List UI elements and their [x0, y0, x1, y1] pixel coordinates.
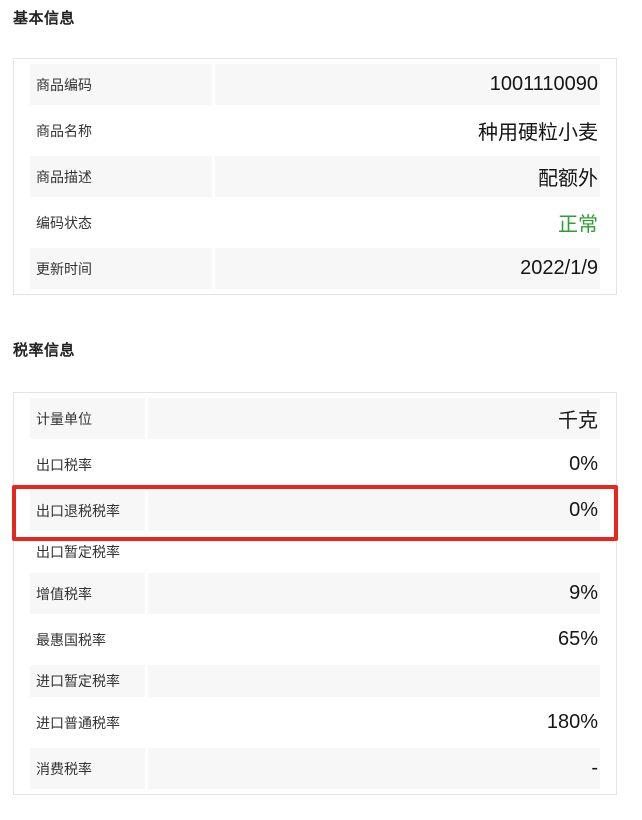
- field-value-export-rebate-rate: 0%: [148, 490, 600, 531]
- field-value-export-rate: 0%: [569, 453, 598, 475]
- field-label-export-interim-rate: 出口暂定税率: [36, 544, 120, 560]
- field-label-import-general-rate: 进口普通税率: [36, 714, 120, 731]
- field-label-update-time: 更新时间: [30, 248, 212, 289]
- table-row-highlighted: 出口退税税率 0%: [30, 490, 600, 531]
- field-value-export-interim-rate: [148, 536, 600, 568]
- basic-info-table: 商品编码 1001110090 商品名称 种用硬粒小麦 商品描述 配额外 编码状…: [27, 59, 603, 294]
- field-label-import-interim-rate: 进口暂定税率: [30, 665, 145, 697]
- table-row: 计量单位 千克: [30, 398, 600, 439]
- table-row: 更新时间 2022/1/9: [30, 248, 600, 289]
- field-value-mfn-rate: 65%: [557, 628, 598, 650]
- section-title-basic-info: 基本信息: [13, 10, 76, 27]
- basic-info-card: 商品编码 1001110090 商品名称 种用硬粒小麦 商品描述 配额外 编码状…: [13, 58, 617, 295]
- field-label-mfn-rate: 最惠国税率: [36, 631, 106, 648]
- table-row: 进口普通税率 180%: [30, 702, 600, 743]
- field-label-product-code: 商品编码: [30, 64, 212, 105]
- tax-info-table: 计量单位 千克 出口税率 0% 出口退税税率 0% 出口暂定税率 增值税率: [27, 393, 603, 794]
- field-value-update-time: 2022/1/9: [215, 248, 600, 289]
- table-row: 商品名称 种用硬粒小麦: [30, 110, 600, 151]
- field-label-code-status: 编码状态: [36, 214, 92, 231]
- field-value-product-desc: 配额外: [215, 156, 600, 197]
- table-row: 最惠国税率 65%: [30, 619, 600, 660]
- field-label-export-rate: 出口税率: [36, 456, 92, 473]
- field-label-product-name: 商品名称: [36, 122, 92, 139]
- field-label-vat-rate: 增值税率: [30, 573, 145, 614]
- tax-info-card: 计量单位 千克 出口税率 0% 出口退税税率 0% 出口暂定税率 增值税率: [12, 392, 618, 795]
- field-label-unit: 计量单位: [30, 398, 145, 439]
- field-value-unit: 千克: [148, 398, 600, 439]
- field-value-product-code: 1001110090: [215, 64, 600, 105]
- field-label-product-desc: 商品描述: [30, 156, 212, 197]
- section-title-tax-info: 税率信息: [13, 342, 76, 359]
- field-value-vat-rate: 9%: [148, 573, 600, 614]
- table-row: 进口暂定税率: [30, 665, 600, 697]
- field-label-consumption-rate: 消费税率: [30, 748, 145, 789]
- tariff-detail-page: 基本信息 商品编码 1001110090 商品名称 种用硬粒小麦 商品描述 配额…: [12, 10, 618, 795]
- table-row: 消费税率 -: [30, 748, 600, 789]
- table-row: 出口税率 0%: [30, 444, 600, 485]
- field-value-import-interim-rate: [148, 665, 600, 697]
- table-row: 商品描述 配额外: [30, 156, 600, 197]
- table-row: 增值税率 9%: [30, 573, 600, 614]
- field-value-product-name: 种用硬粒小麦: [478, 122, 598, 144]
- table-row: 编码状态 正常: [30, 202, 600, 243]
- field-value-consumption-rate: -: [148, 748, 600, 789]
- table-row: 出口暂定税率: [30, 536, 600, 568]
- status-badge: 正常: [558, 214, 598, 236]
- table-row: 商品编码 1001110090: [30, 64, 600, 105]
- field-label-export-rebate-rate: 出口退税税率: [30, 490, 145, 531]
- field-value-import-general-rate: 180%: [546, 711, 598, 733]
